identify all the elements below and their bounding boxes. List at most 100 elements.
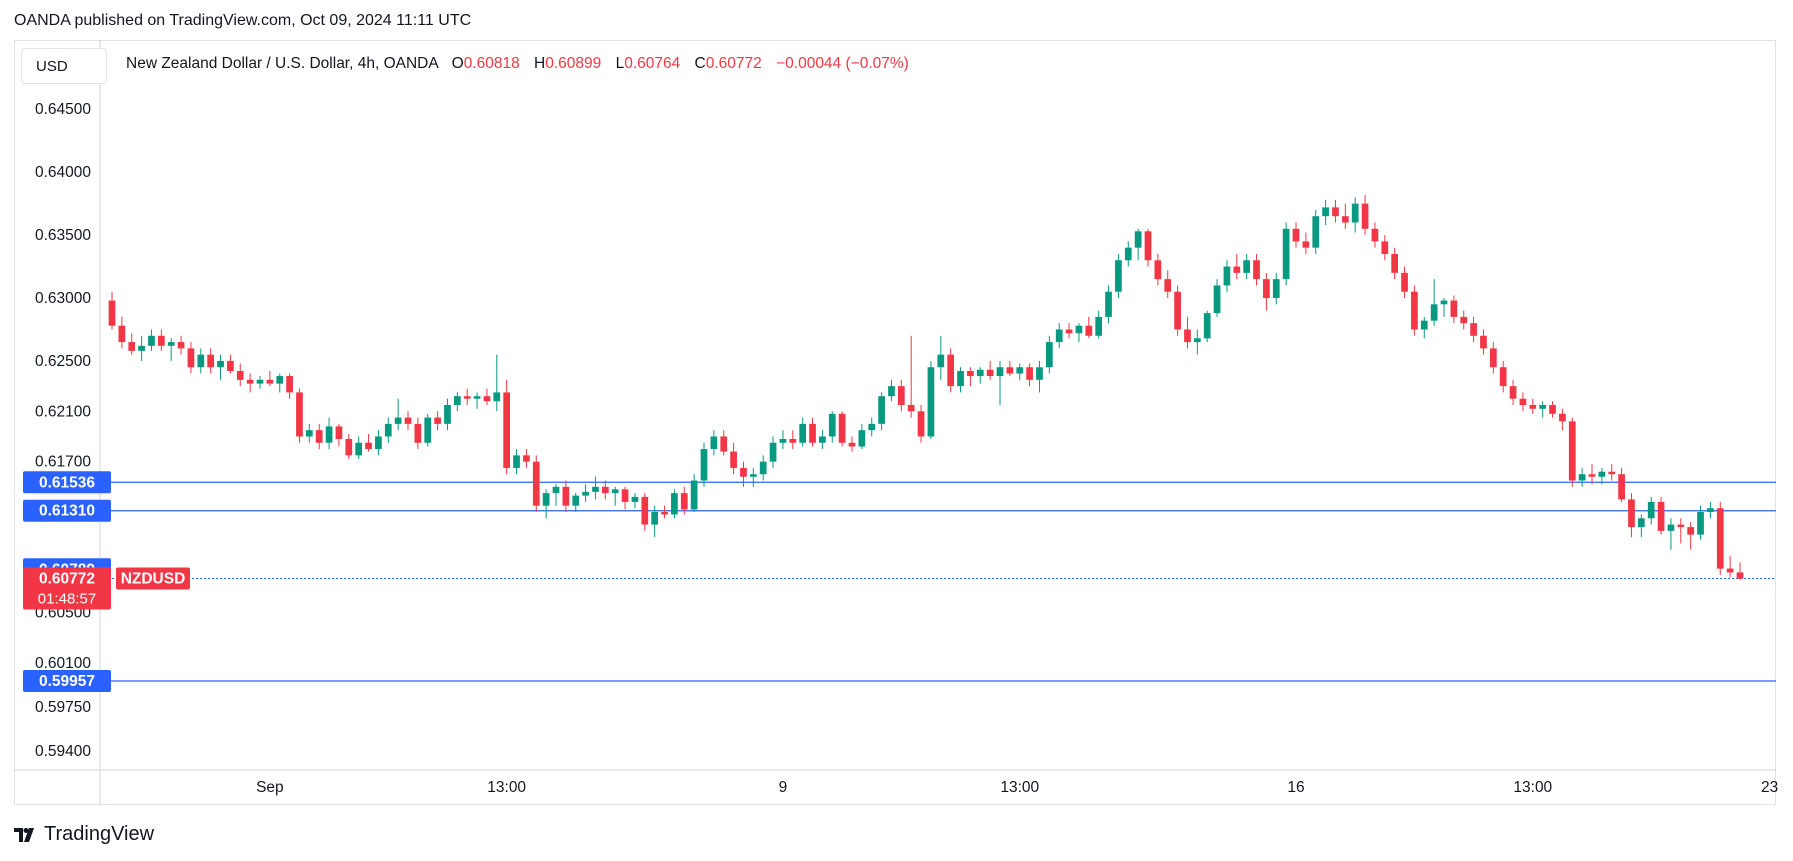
candle-body (1322, 207, 1329, 217)
candle-body (996, 367, 1004, 377)
candle-body (1440, 300, 1448, 305)
price-tick-label: 0.63000 (35, 290, 91, 307)
candle-body (1341, 216, 1349, 223)
candle-body (779, 438, 787, 443)
candle-body (967, 371, 974, 377)
candle-body (444, 405, 451, 424)
candle-body (957, 371, 964, 387)
candle-body (1016, 367, 1024, 374)
low-label: L (615, 55, 625, 72)
price-tick-label: 0.61700 (35, 454, 91, 471)
candle-body (1707, 508, 1714, 512)
candle-body (1095, 316, 1103, 336)
candle-body (562, 486, 570, 506)
currency-button[interactable]: USD (21, 48, 107, 84)
candle-body (375, 436, 382, 450)
candle-body (1519, 398, 1527, 405)
candle-body (1263, 279, 1270, 299)
candle-body (1450, 300, 1458, 317)
candle-body (236, 371, 244, 380)
candle-body (759, 461, 767, 475)
candle-body (878, 396, 885, 424)
candle-body (769, 442, 777, 462)
candle-body (1657, 501, 1665, 531)
candle-body (1509, 386, 1517, 399)
candle-body (1223, 266, 1231, 286)
candle-body (266, 379, 274, 384)
candle-body (1628, 499, 1635, 528)
candle-body (256, 379, 264, 384)
candle-body (1006, 367, 1014, 374)
symbol-description: New Zealand Dollar / U.S. Dollar, 4h, OA… (126, 55, 439, 72)
candle-body (976, 369, 984, 377)
candle-body (355, 442, 363, 456)
candle-body (917, 411, 925, 437)
candle-body (1588, 474, 1596, 477)
candle-body (799, 423, 807, 443)
candle-body (848, 442, 856, 447)
level-price-tag (23, 670, 111, 693)
candle-body (828, 413, 836, 437)
candle-body (167, 342, 175, 346)
close-label: C (694, 55, 706, 72)
candle-body (1253, 260, 1260, 280)
candle-body (453, 396, 461, 405)
tradingview-logo[interactable]: TradingView (14, 823, 154, 846)
price-tick-label: 0.59400 (35, 743, 91, 760)
candle-body (1381, 241, 1389, 254)
candle-body (118, 325, 126, 343)
candle-body (1578, 474, 1586, 481)
time-tick-label: Sep (256, 779, 284, 796)
candle-body (1618, 474, 1625, 500)
level-price-label: 0.59957 (39, 673, 95, 690)
high-value: 0.60899 (545, 55, 602, 72)
candle-body (1351, 203, 1359, 223)
candle-body (1075, 325, 1083, 334)
candle-body (631, 496, 639, 502)
candle-body (1164, 279, 1172, 292)
candle-body (897, 386, 905, 405)
low-value: 0.60764 (624, 55, 681, 72)
candle-body (1292, 228, 1300, 242)
price-tick-label: 0.62500 (35, 353, 91, 370)
candle-body (1361, 203, 1369, 229)
candle-body (1302, 241, 1310, 248)
candle-body (1480, 335, 1487, 349)
candle-body (868, 423, 876, 431)
chart-frame (14, 40, 1776, 805)
candle-body (1677, 524, 1685, 528)
candle-body (986, 369, 994, 377)
change-value: −0.00044 (−0.07%) (776, 55, 909, 72)
candle-body (1460, 316, 1468, 324)
level-price-tag (23, 499, 111, 522)
candle-body (601, 486, 609, 494)
candle-body (246, 379, 254, 384)
candle-body (1637, 518, 1645, 528)
candle-body (157, 335, 165, 346)
candle-body (1489, 348, 1497, 368)
chart-legend: New Zealand Dollar / U.S. Dollar, 4h, OA… (126, 55, 909, 73)
close-value: 0.60772 (705, 55, 762, 72)
candle-body (710, 436, 718, 450)
price-tick-label: 0.60100 (35, 655, 91, 672)
candle-body (651, 511, 659, 525)
candle-body (927, 367, 935, 437)
time-tick-label: 13:00 (1513, 779, 1552, 796)
candle-body (434, 417, 441, 424)
candle-body (1687, 527, 1695, 535)
candle-body (1539, 405, 1547, 409)
candle-body (1716, 508, 1724, 569)
candle-body (749, 474, 757, 477)
candle-body (1272, 279, 1280, 299)
level-price-tag (23, 471, 111, 494)
candle-body (1282, 228, 1290, 280)
candle-body (1203, 313, 1211, 339)
bar-countdown-label: 01:48:57 (38, 590, 96, 607)
candle-body (858, 430, 866, 447)
candle-body (1193, 338, 1201, 343)
candle-body (414, 423, 422, 443)
candle-body (345, 438, 353, 456)
candle-body (1174, 291, 1181, 330)
candle-body (1667, 524, 1675, 531)
